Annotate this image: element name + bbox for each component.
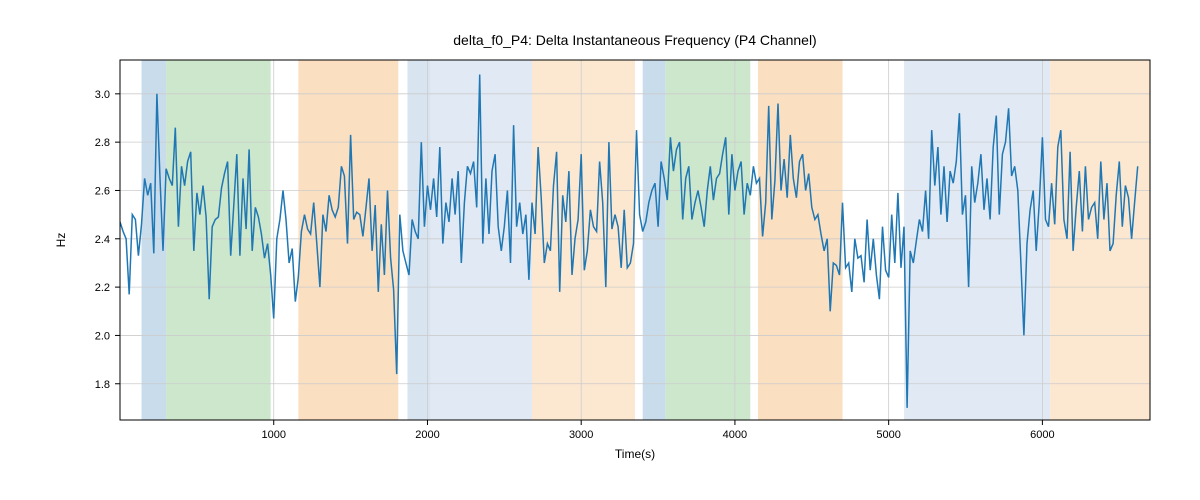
y-tick-label: 3.0: [95, 89, 110, 101]
x-tick-label: 6000: [1030, 429, 1054, 441]
y-tick-label: 2.6: [95, 185, 110, 197]
y-tick-label: 1.8: [95, 379, 110, 391]
y-tick-label: 2.4: [95, 234, 110, 246]
y-tick-label: 2.0: [95, 330, 110, 342]
x-tick-label: 4000: [723, 429, 747, 441]
x-tick-label: 2000: [415, 429, 439, 441]
x-tick-label: 5000: [876, 429, 900, 441]
x-axis-label: Time(s): [615, 447, 655, 461]
chart-container: 1000 2000 3000 4000 5000 6000 1.8 2.0 2.2 2.4 2.6 2…: [0, 0, 1200, 500]
chart-title: delta_f0_P4: Delta Instantaneous Frequen…: [453, 32, 816, 48]
y-tick-label: 2.8: [95, 137, 110, 149]
y-tick-label: 2.2: [95, 282, 110, 294]
x-tick-label: 1000: [261, 429, 285, 441]
line-chart: 1000 2000 3000 4000 5000 6000 1.8 2.0 2.2 2.4 2.6 2…: [0, 0, 1200, 500]
x-tick-label: 3000: [569, 429, 593, 441]
y-axis-label: Hz: [54, 233, 68, 248]
